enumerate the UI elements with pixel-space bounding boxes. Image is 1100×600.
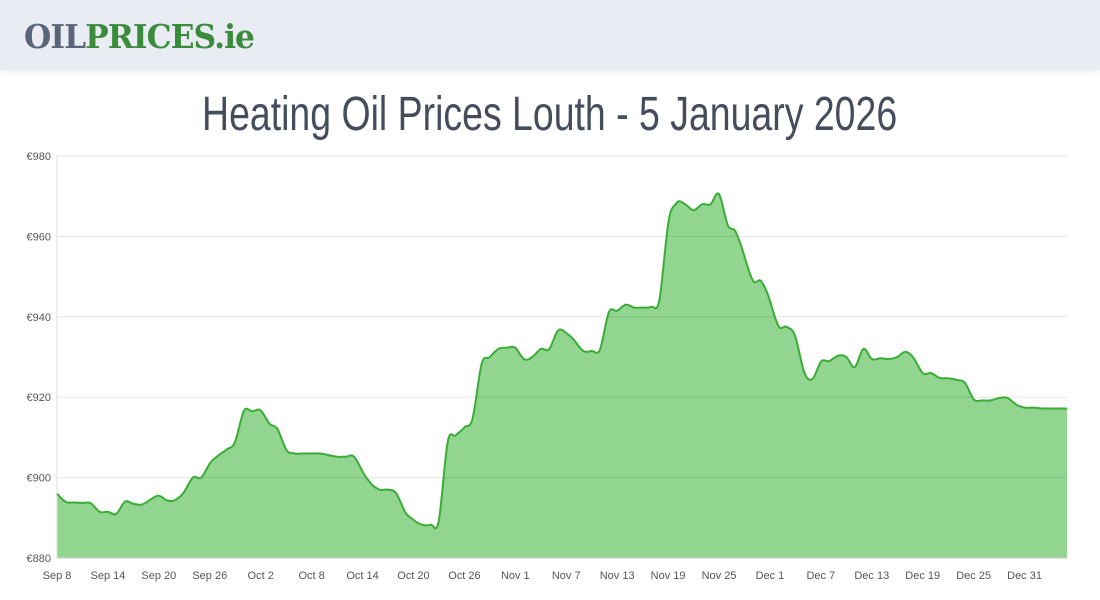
x-tick-label: Oct 14 [346,570,378,582]
y-tick-label: €900 [27,473,51,485]
y-tick-label: €920 [27,392,51,404]
logo-prices: PRICES.ie [85,17,255,56]
y-tick-label: €980 [27,151,51,163]
x-tick-label: Sep 20 [141,570,176,582]
x-tick-label: Dec 13 [854,570,889,582]
x-tick-label: Sep 26 [192,570,227,582]
x-tick-label: Oct 2 [248,570,274,582]
area-layer [57,193,1067,558]
x-tick-label: Dec 19 [905,570,940,582]
x-tick-label: Nov 13 [600,570,635,582]
y-tick-label: €960 [27,231,51,243]
page-title: Heating Oil Prices Louth - 5 January 202… [0,86,1100,144]
x-tick-label: Nov 1 [501,570,530,582]
site-header: OILPRICES.ie [0,0,1100,70]
y-tick-label: €880 [27,553,51,565]
x-tick-label: Nov 19 [651,570,686,582]
x-tick-label: Dec 1 [756,570,785,582]
x-tick-label: Nov 25 [702,570,737,582]
x-tick-label: Oct 20 [397,570,429,582]
site-logo[interactable]: OILPRICES.ie [24,17,255,57]
y-tick-label: €940 [27,312,51,324]
x-tick-label: Oct 26 [448,570,480,582]
x-tick-label: Dec 7 [806,570,835,582]
logo-oil: OIL [24,17,86,56]
grid-layer [56,155,1067,559]
x-tick-label: Dec 25 [956,570,991,582]
x-axis-labels: Sep 8 Sep 14 Sep 20 Sep 26 Oct 2 Oct 8 Oct 14 O… [43,570,1042,582]
x-tick-label: Oct 8 [298,570,324,582]
price-line [56,192,1067,530]
y-axis-labels: €880 €900 €920 €940 €960 €980 [27,151,51,565]
line-layer [56,192,1067,530]
x-tick-label: Dec 31 [1007,570,1042,582]
page-title-text: Heating Oil Prices Louth - 5 January 202… [202,88,898,141]
x-tick-label: Nov 7 [552,570,581,582]
x-tick-label: Sep 14 [90,570,125,582]
area-fill [57,193,1067,558]
x-tick-label: Sep 8 [43,570,72,582]
